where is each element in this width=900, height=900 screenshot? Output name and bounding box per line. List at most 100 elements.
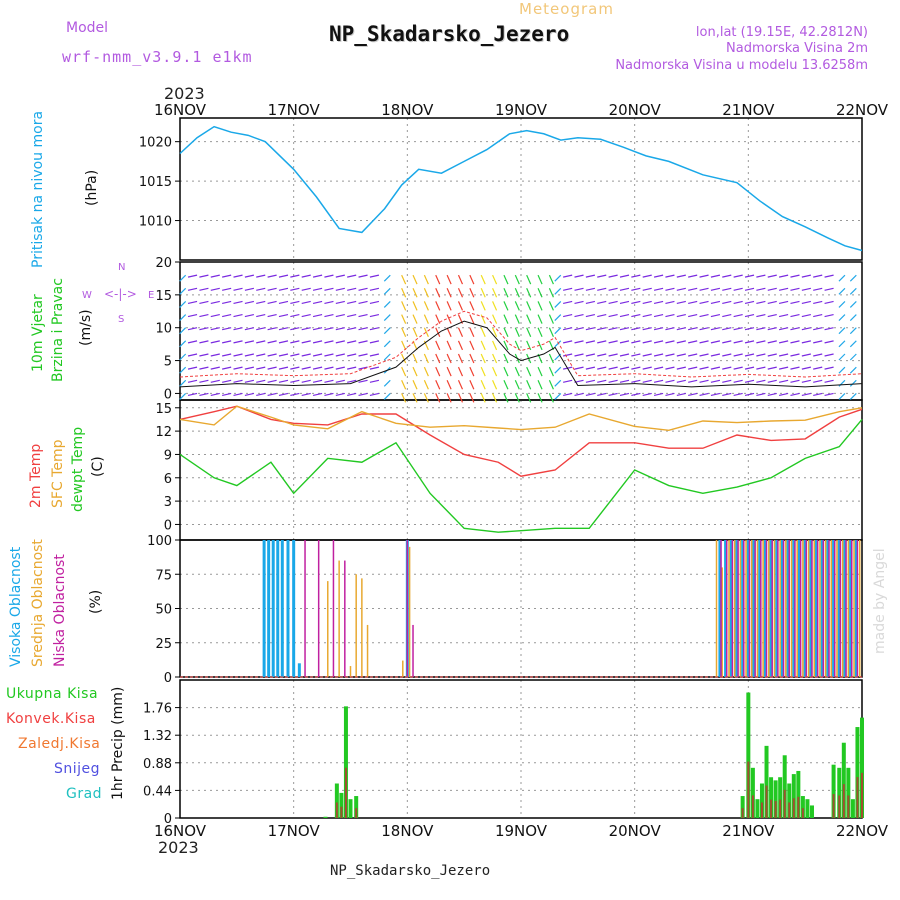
wind-barb [665, 353, 675, 357]
wind-barb [778, 392, 789, 397]
wind-barb [457, 274, 464, 285]
wind-barb [233, 327, 243, 331]
wind-barb [710, 287, 721, 291]
wind-barb [446, 301, 452, 311]
wind-barb [435, 288, 441, 298]
wind-barb [801, 300, 811, 305]
wind-barb [699, 379, 709, 383]
wind-barb [199, 313, 209, 318]
wind-barb [358, 274, 368, 278]
wind-barb [222, 353, 232, 357]
legend-snijeg: Snijeg [54, 761, 101, 777]
wind-barb [222, 379, 232, 383]
bottom-x-tick-label: 18NOV [381, 822, 434, 840]
wind-barb [278, 392, 289, 397]
wind-barb [324, 274, 334, 278]
wind-barb [778, 313, 789, 318]
wind-barb [849, 314, 857, 321]
pressure-y-tick-label: 1010 [139, 215, 172, 230]
wind-barb [597, 327, 607, 331]
wind-barb [369, 300, 380, 305]
wind-barb [233, 287, 243, 291]
wind-barb [585, 287, 596, 291]
wind-barb [469, 314, 475, 324]
wind-barb [574, 327, 584, 331]
wind-barb [187, 366, 198, 370]
wind-barb [526, 393, 532, 403]
wind-barb [514, 327, 520, 337]
wind-barb [813, 327, 823, 331]
wind-barb [548, 301, 554, 311]
wind-barb [676, 379, 686, 383]
precip-bar [850, 799, 855, 818]
wind-barb [642, 379, 652, 383]
temperature-y-tick-label: 12 [155, 425, 172, 440]
precip-bar [805, 799, 810, 818]
wind-barb [480, 288, 486, 298]
wind-barb [801, 379, 811, 383]
wind-barb [187, 274, 198, 278]
wind-barb [179, 366, 187, 374]
precip-bar [755, 799, 760, 818]
wind-barb [312, 287, 323, 291]
wind-barb [733, 313, 743, 318]
wind-barb [585, 274, 596, 278]
wind-barb [267, 340, 277, 344]
wind-barb [824, 340, 834, 344]
wind-barb [631, 300, 641, 305]
wind-barb [778, 327, 789, 331]
wind-y-tick-label: 10 [155, 322, 172, 337]
wind-barb [790, 353, 800, 357]
wind-barb [733, 379, 743, 383]
wind-barb [267, 327, 277, 331]
wind-barb [324, 313, 334, 318]
wind-barb [210, 353, 220, 357]
wind-barb [676, 287, 686, 291]
wind-barb [813, 353, 823, 357]
wind-barb [369, 379, 380, 383]
wind-barb [222, 327, 232, 331]
wind-barb [574, 366, 584, 370]
wind-barb [335, 287, 345, 291]
wind-barb [563, 274, 573, 278]
wind-barb [642, 300, 652, 305]
wind-barb [608, 366, 618, 370]
wind-barb [347, 353, 357, 357]
wind-barb [446, 353, 452, 364]
wind-barb [824, 379, 834, 383]
wind-barb [699, 274, 709, 278]
wind-barb [631, 353, 641, 357]
wind-barb [446, 380, 452, 390]
wind-barb [688, 274, 698, 278]
wind-barb [335, 274, 345, 278]
wind-barb [608, 287, 618, 291]
wind-barb [324, 340, 334, 344]
wind-barb [838, 301, 846, 308]
wind-barb [492, 353, 498, 364]
wind-barb [744, 366, 755, 370]
cloud-y-tick-label: 25 [155, 637, 172, 652]
precip-bar [750, 767, 755, 818]
wind-barb [710, 353, 721, 357]
wind-barb [278, 379, 289, 383]
wind-barb [537, 366, 543, 377]
wind-barb [222, 300, 232, 305]
wind-barb [778, 340, 789, 344]
wind-barb [347, 366, 357, 370]
wind-barb [824, 392, 834, 397]
wind-barb [244, 287, 255, 291]
model-altitude-label: Nadmorska Visina u modelu 13.6258m [615, 58, 868, 73]
wind-barb [597, 287, 607, 291]
wind-barb [813, 392, 823, 397]
wind-barb [256, 353, 266, 357]
wind-barb [801, 313, 811, 318]
wind-barb [778, 353, 789, 357]
wind-barb [233, 313, 243, 318]
wind-barb [312, 392, 323, 397]
wind-barb [423, 288, 429, 298]
wind-barb [290, 274, 300, 278]
wind-barb [597, 392, 607, 397]
wind-barb [423, 353, 429, 364]
wind-barb [244, 353, 255, 357]
wind-barb [642, 366, 652, 370]
